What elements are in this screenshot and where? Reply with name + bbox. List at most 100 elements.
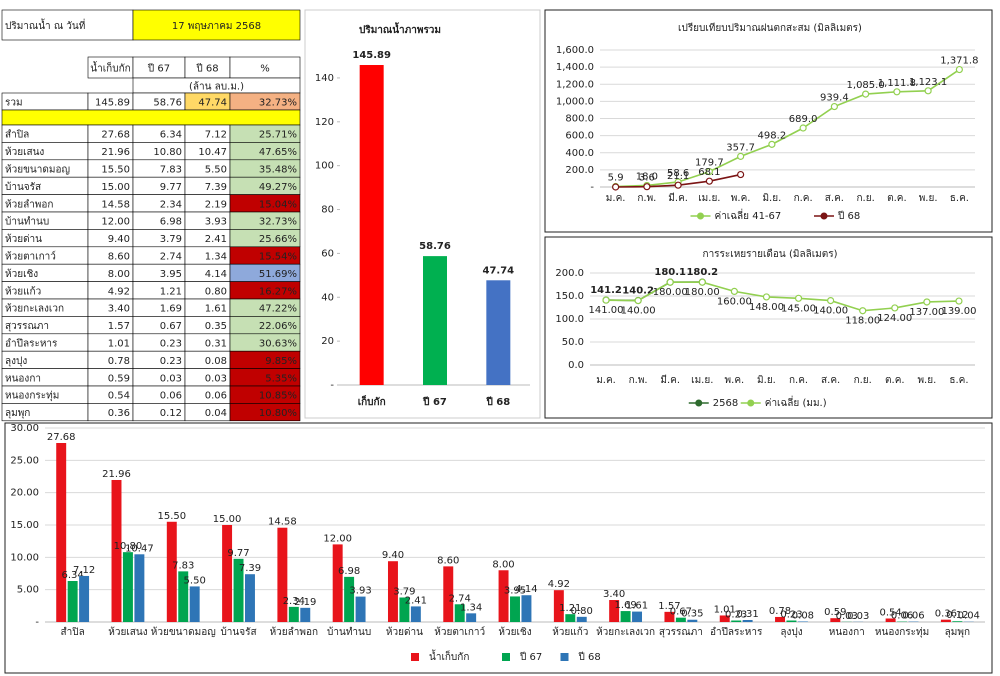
marker (698, 278, 706, 286)
marker (924, 87, 932, 95)
column-header: % (260, 64, 270, 75)
row-cell: 5.50 (205, 165, 227, 176)
value-label: 689.0 (789, 114, 818, 125)
value-label: 140.00 (813, 306, 848, 317)
value-label: 0.59 (824, 607, 846, 618)
row-cell: 9.85% (265, 356, 297, 367)
row-cell: 30.63% (259, 339, 297, 350)
bar (134, 554, 145, 622)
row-cell: 14.58 (101, 199, 130, 210)
x-tick-label: ก.พ. (637, 193, 656, 204)
row-cell: 47.65% (259, 147, 297, 158)
row-cell: 15.04% (259, 199, 297, 210)
value-label: 0.03 (836, 611, 858, 622)
bar (553, 590, 564, 622)
marker (730, 287, 738, 295)
value-label: 47.74 (483, 265, 515, 276)
row-cell: 0.23 (160, 339, 182, 350)
bar (719, 615, 730, 622)
row-cell: 51.69% (259, 269, 297, 280)
x-tick-label: พ.ย. (919, 193, 938, 204)
bar (664, 611, 675, 622)
row-cell: ห้วยแก้ว (5, 285, 41, 297)
value-label: 139.00 (941, 306, 976, 317)
x-tick-label: มิ.ย. (757, 375, 776, 386)
x-tick-label: ห้วยเชิง (498, 626, 531, 638)
row-cell: 25.71% (259, 130, 297, 141)
bar (466, 613, 477, 622)
row-cell: อำปึลระหาร (5, 338, 58, 350)
x-tick-label: ก.ย. (854, 375, 872, 386)
bar (355, 596, 366, 622)
bar (344, 576, 355, 622)
value-label: 0.06 (891, 611, 913, 622)
row-cell: ห้วยขนาดมอญ (5, 164, 70, 176)
row-cell: 1.01 (108, 339, 130, 350)
table-cell (229, 403, 301, 422)
value-label: 5.50 (184, 575, 206, 586)
value-label: 118.00 (845, 316, 880, 327)
x-tick-label: มี.ค. (660, 374, 680, 386)
marker (891, 304, 899, 312)
total-cell: รวม (5, 98, 23, 109)
value-label: 180.00 (653, 287, 688, 298)
bar (277, 527, 288, 622)
total-cell: 47.74 (198, 98, 227, 109)
x-tick-label: ห้วยแก้ว (552, 626, 588, 638)
bar (332, 544, 343, 622)
row-cell: 16.27% (259, 286, 297, 297)
row-cell: สุวรรณภา (5, 321, 49, 332)
value-label: 1.57 (658, 601, 680, 612)
value-label: 1,123.1 (909, 77, 947, 88)
highlight-band (1, 109, 301, 126)
row-cell: 8.00 (108, 269, 130, 280)
row-cell: 4.14 (205, 269, 227, 280)
row-cell: 9.40 (108, 234, 130, 245)
marker (762, 293, 771, 301)
value-label: 18.0 (636, 171, 658, 182)
row-cell: 0.59 (108, 373, 130, 384)
y-tick-label: 1,600.0 (556, 45, 594, 56)
bar (940, 619, 951, 622)
marker (955, 297, 963, 305)
bar (67, 581, 78, 622)
value-label: 3.40 (603, 589, 625, 600)
bar (786, 620, 797, 622)
bar (178, 571, 189, 622)
value-label: 357.7 (726, 142, 755, 153)
panel (544, 236, 993, 419)
legend-label: 2568 (713, 398, 738, 409)
legend-label: ปี 67 (519, 651, 542, 663)
row-cell: ห้วยกะเลงเวก (5, 303, 64, 315)
row-cell: 0.36 (108, 408, 130, 419)
value-label: 4.92 (548, 579, 570, 590)
x-tick-label: พ.ค. (731, 193, 751, 204)
value-label: 6.34 (62, 570, 84, 581)
legend-swatch (502, 653, 510, 661)
row-cell: 6.98 (160, 217, 182, 228)
bar (454, 604, 465, 622)
x-tick-label: ก.พ. (629, 375, 648, 386)
value-label: 141.00 (589, 305, 624, 316)
x-tick-label: ก.ค. (789, 375, 808, 386)
value-label: 6.98 (338, 566, 360, 577)
value-label: 145.89 (352, 50, 391, 61)
row-cell: 32.73% (259, 217, 297, 228)
row-cell: 35.48% (259, 165, 297, 176)
x-tick-label: ห้วยขนาดมอญ (151, 626, 216, 638)
total-cell: 32.73% (259, 98, 297, 109)
marker (768, 140, 776, 148)
y-tick-label: 15.00 (10, 520, 39, 531)
value-label: 180.1 (654, 267, 686, 278)
chart-title: การระเหยรายเดือน (มิลลิเมตร) (703, 248, 838, 260)
marker (794, 294, 803, 302)
row-cell: 9.77 (160, 182, 182, 193)
row-cell: ห้วยลำพอก (5, 198, 53, 210)
row-cell: 2.34 (160, 199, 182, 210)
marker (602, 296, 610, 304)
value-label: 8.60 (437, 555, 459, 566)
row-cell: 27.68 (101, 130, 130, 141)
bar (797, 621, 808, 622)
x-tick-label: ปี 67 (422, 396, 446, 408)
value-label: 0.12 (946, 610, 968, 621)
